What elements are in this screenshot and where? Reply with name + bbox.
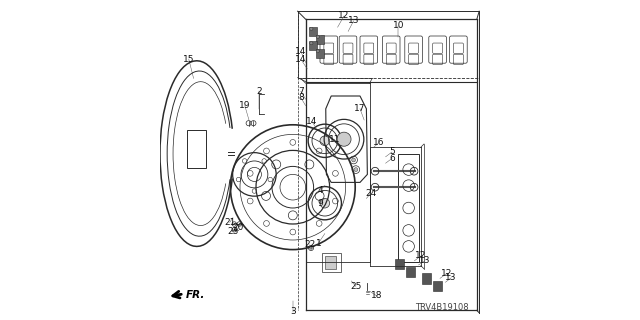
Text: 12: 12	[415, 252, 426, 260]
Text: 5: 5	[389, 148, 395, 156]
Text: 6: 6	[389, 154, 395, 163]
Text: 14: 14	[295, 55, 307, 64]
Text: 9: 9	[317, 199, 323, 208]
Text: 23: 23	[227, 228, 239, 236]
FancyBboxPatch shape	[395, 259, 404, 269]
Text: 22: 22	[304, 240, 316, 249]
FancyBboxPatch shape	[406, 267, 415, 277]
Text: 1: 1	[316, 239, 321, 248]
Circle shape	[354, 168, 358, 172]
Text: TRV4B19108: TRV4B19108	[415, 303, 468, 312]
Text: 15: 15	[183, 55, 195, 64]
FancyBboxPatch shape	[310, 27, 317, 36]
Text: FR.: FR.	[186, 290, 205, 300]
Text: 14: 14	[295, 47, 307, 56]
Text: 12: 12	[441, 269, 452, 278]
Circle shape	[316, 35, 319, 38]
Text: 8: 8	[298, 93, 303, 102]
Text: 20: 20	[233, 223, 244, 232]
Text: 13: 13	[419, 256, 431, 265]
FancyBboxPatch shape	[316, 49, 323, 58]
Text: 10: 10	[393, 21, 404, 30]
Text: 18: 18	[371, 292, 383, 300]
Text: 4: 4	[317, 186, 323, 195]
Circle shape	[320, 136, 330, 146]
FancyBboxPatch shape	[316, 35, 323, 44]
Text: 24: 24	[365, 189, 376, 198]
Text: 7: 7	[298, 87, 303, 96]
Circle shape	[316, 50, 319, 53]
FancyBboxPatch shape	[433, 281, 442, 291]
Circle shape	[320, 198, 330, 208]
Circle shape	[352, 158, 356, 162]
Circle shape	[310, 247, 312, 249]
Text: 14: 14	[307, 117, 317, 126]
Circle shape	[310, 42, 313, 45]
Text: 3: 3	[290, 308, 296, 316]
Text: 2: 2	[257, 87, 262, 96]
FancyBboxPatch shape	[310, 41, 317, 50]
FancyBboxPatch shape	[422, 273, 431, 284]
Polygon shape	[325, 256, 336, 269]
Text: 17: 17	[355, 104, 365, 113]
Text: 19: 19	[239, 101, 250, 110]
Text: 21: 21	[224, 218, 236, 227]
Text: 11: 11	[329, 135, 340, 144]
Circle shape	[337, 132, 351, 146]
Text: 16: 16	[374, 138, 385, 147]
Text: 13: 13	[445, 273, 457, 282]
Circle shape	[310, 27, 313, 30]
Text: 12: 12	[339, 12, 349, 20]
Text: 25: 25	[350, 282, 362, 291]
Text: 13: 13	[348, 16, 359, 25]
